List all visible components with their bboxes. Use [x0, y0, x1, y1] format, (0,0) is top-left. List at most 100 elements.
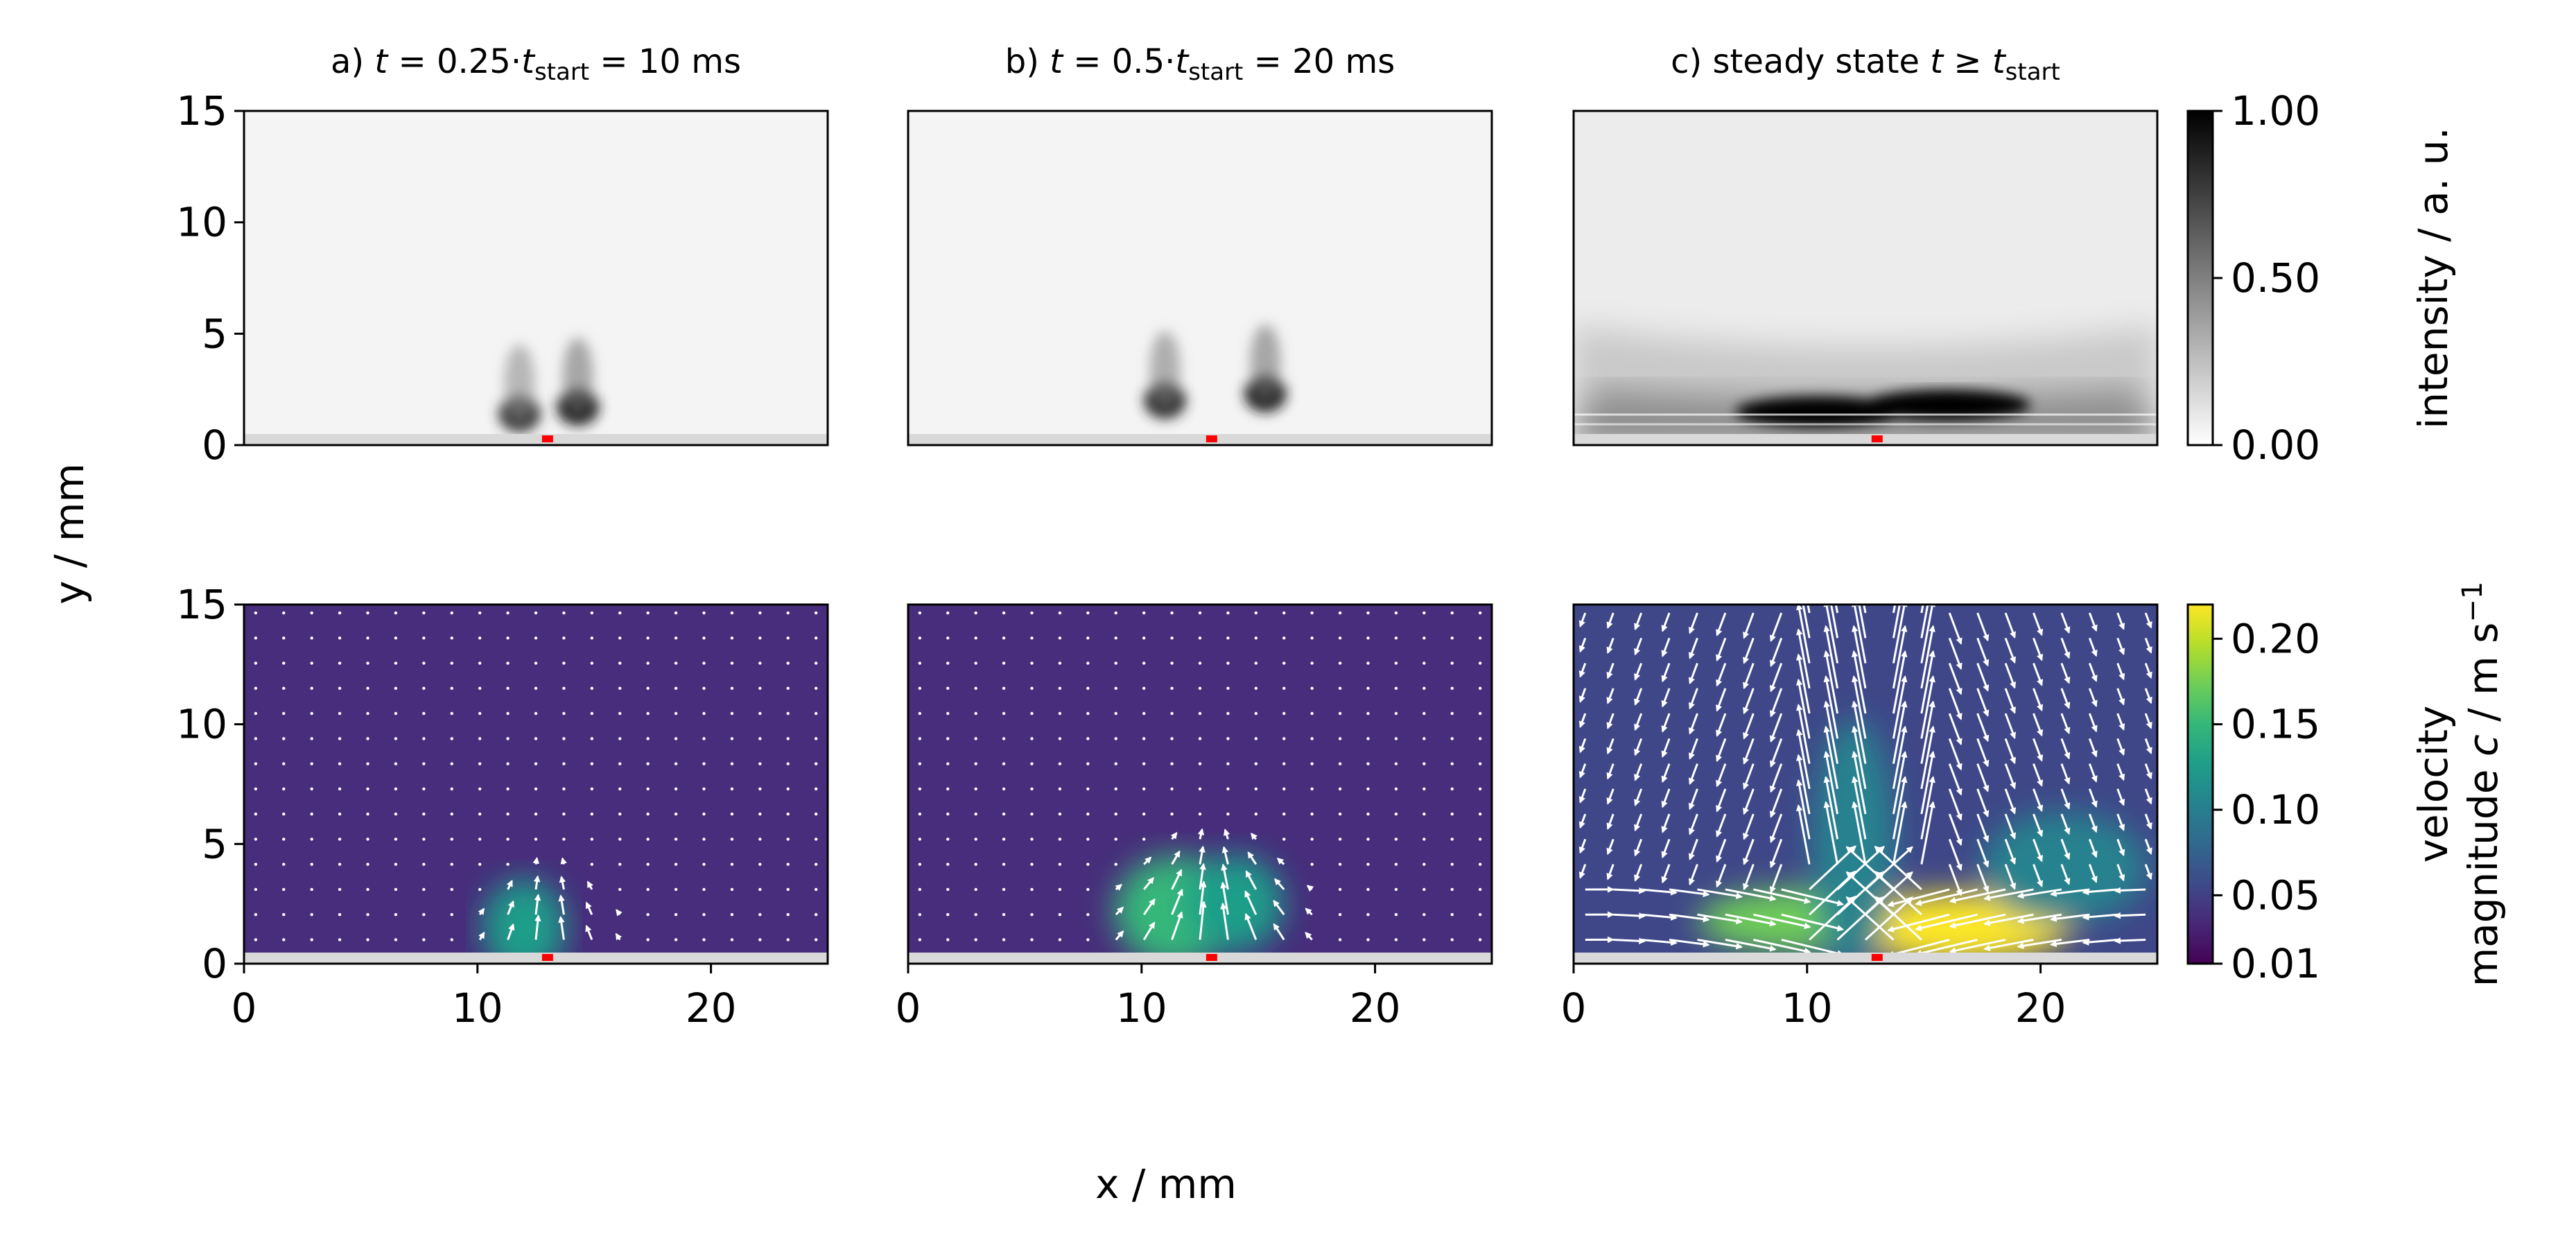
velocity-vector	[1613, 937, 1646, 945]
velocity-vector	[254, 787, 258, 791]
velocity-vector	[506, 661, 510, 665]
velocity-vector	[2033, 864, 2044, 887]
velocity-vector	[814, 711, 818, 715]
velocity-vector	[786, 887, 790, 892]
velocity-vector	[1422, 887, 1426, 892]
velocity-vector	[2088, 788, 2098, 808]
velocity-vector	[2144, 864, 2152, 880]
velocity-vector	[1478, 686, 1482, 691]
velocity-vector	[590, 762, 594, 765]
velocity-vector	[1613, 912, 1646, 919]
velocity-vector	[1086, 611, 1090, 615]
panel-c-intensity-wall	[1574, 434, 2157, 445]
velocity-vector	[1220, 881, 1229, 915]
velocity-vector	[1338, 611, 1342, 615]
velocity-vector	[1198, 787, 1202, 791]
y-tick-label-top-1: 5	[202, 310, 227, 357]
panel-b-velocity-field	[918, 611, 1482, 964]
velocity-vector	[946, 812, 950, 816]
velocity-vector	[1823, 801, 1839, 865]
velocity-vector	[702, 737, 706, 740]
velocity-vector	[1976, 688, 1990, 718]
velocity-vector	[394, 812, 398, 816]
velocity-vector	[1273, 923, 1285, 941]
velocity-vector	[1254, 611, 1258, 615]
velocity-vector	[1578, 713, 1587, 729]
velocity-vector	[946, 837, 950, 841]
velocity-vector	[1366, 787, 1370, 791]
velocity-vector	[974, 787, 977, 791]
velocity-vector	[1795, 653, 1811, 714]
velocity-vector	[506, 879, 513, 890]
velocity-vector	[814, 762, 818, 765]
velocity-vector	[1114, 611, 1117, 615]
velocity-vector	[918, 787, 922, 791]
velocity-vector	[758, 812, 762, 816]
velocity-vector	[1606, 637, 1615, 654]
velocity-vector	[1661, 738, 1671, 758]
velocity-vector	[1697, 888, 1743, 899]
velocity-vector	[1851, 650, 1867, 714]
velocity-vector	[1478, 611, 1482, 615]
velocity-vector	[702, 837, 706, 841]
velocity-vector	[1394, 938, 1398, 941]
velocity-vector	[1366, 812, 1370, 816]
velocity-vector	[282, 837, 286, 841]
velocity-vector	[1338, 862, 1342, 866]
velocity-vector	[758, 636, 762, 640]
velocity-vector	[507, 900, 514, 915]
panel-b-field	[1144, 324, 1287, 419]
velocity-vector	[1002, 913, 1006, 917]
velocity-vector	[282, 862, 286, 866]
velocity-vector	[1282, 711, 1286, 715]
panel-c-intensity-source-marker	[1871, 435, 1883, 442]
intensity-colorbar-tick-label-2: 1.00	[2231, 87, 2320, 134]
velocity-vector	[1254, 787, 1258, 791]
velocity-vector	[786, 762, 790, 765]
velocity-vector	[2004, 838, 2017, 865]
velocity-vector	[450, 686, 453, 691]
velocity-vector	[366, 887, 369, 892]
velocity-vector	[2116, 713, 2125, 731]
intensity-colorbar-label: intensity / a. u.	[2410, 127, 2457, 428]
velocity-vector	[585, 901, 593, 915]
velocity-vector	[506, 787, 510, 791]
velocity-vector	[532, 856, 539, 865]
velocity-vector	[674, 787, 678, 791]
velocity-vector	[1226, 787, 1230, 791]
velocity-vector	[618, 787, 622, 791]
velocity-vector	[646, 711, 650, 715]
velocity-vector	[422, 686, 426, 691]
velocity-vector	[758, 611, 762, 615]
velocity-vector	[2082, 888, 2118, 896]
velocity-vector	[702, 711, 706, 715]
velocity-vector	[1114, 787, 1117, 791]
velocity-vector	[2144, 788, 2152, 805]
velocity-vector	[478, 908, 485, 916]
velocity-vector	[338, 938, 342, 941]
velocity-vector	[1753, 913, 1811, 930]
velocity-vector	[1338, 737, 1342, 740]
velocity-vector	[282, 737, 286, 740]
velocity-vector	[282, 686, 286, 691]
velocity-vector	[1641, 938, 1678, 946]
velocity-vector	[1338, 787, 1342, 791]
velocity-vector	[814, 661, 818, 665]
velocity-vector	[1769, 713, 1783, 743]
velocity-vector	[618, 737, 622, 740]
velocity-vector	[422, 661, 426, 665]
velocity-vector	[366, 737, 369, 740]
velocity-vector	[1769, 788, 1783, 818]
velocity-vector	[1669, 913, 1710, 923]
velocity-vector	[674, 913, 678, 917]
velocity-vector	[1198, 661, 1202, 665]
velocity-vector	[1002, 837, 1006, 841]
velocity-vector	[534, 812, 538, 816]
velocity-vector	[1920, 750, 1935, 815]
velocity-vector	[282, 611, 286, 615]
velocity-vector	[1634, 763, 1643, 781]
velocity-vector	[507, 923, 515, 940]
velocity-vector	[1366, 862, 1370, 866]
velocity-vector	[310, 837, 313, 841]
panel-b-background	[908, 111, 1492, 445]
